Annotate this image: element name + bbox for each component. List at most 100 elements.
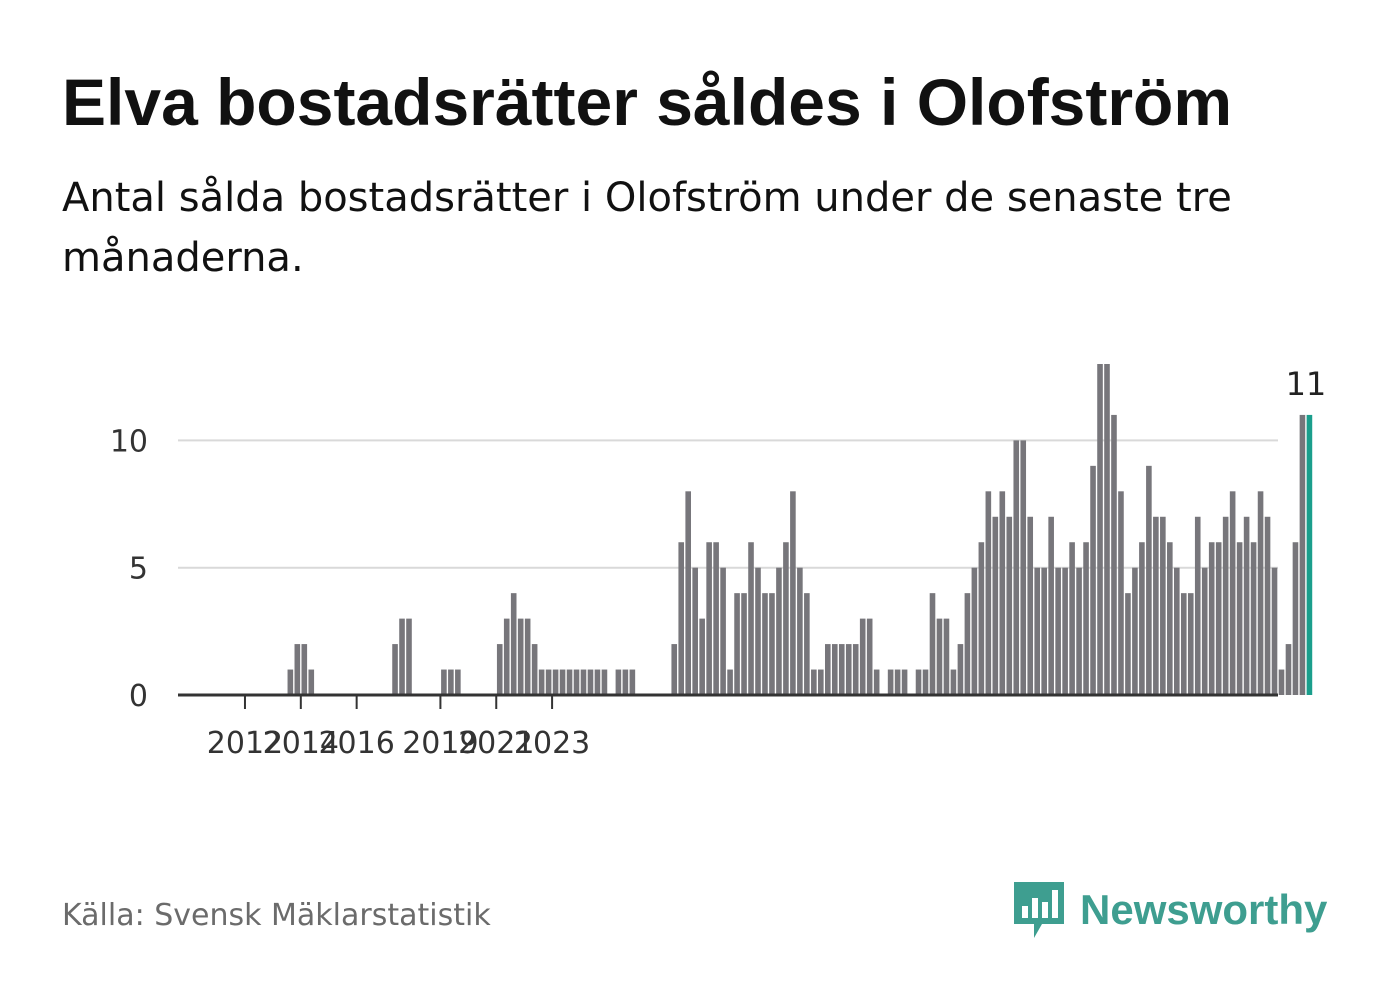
bar [1215,542,1222,695]
x-tick-label: 2023 [514,726,590,761]
bar [922,669,929,695]
bar [776,567,782,695]
bar [294,644,301,695]
bar [587,669,594,695]
bar [552,669,559,695]
bar [783,542,789,695]
bar [455,669,461,695]
bar [601,669,608,695]
bar [825,644,831,695]
y-tick-label: 0 [129,679,148,714]
bar [566,669,573,695]
bar [1146,465,1152,695]
bar [894,669,901,695]
bar [713,542,719,695]
bar [1055,567,1061,695]
bar [559,669,566,695]
bar [308,669,315,695]
bar [1264,516,1271,695]
bar [1034,567,1040,695]
bar [818,669,824,695]
bar [950,669,957,695]
bar [615,669,622,695]
bar [1104,364,1110,695]
newsworthy-logo: Newsworthy [1012,880,1327,940]
bar [1097,364,1103,695]
bar [943,618,950,695]
bar [887,669,894,695]
bar [1076,567,1082,695]
bar [496,644,503,695]
bar [727,669,733,695]
bar [517,618,524,695]
bar [1208,542,1215,695]
bar [699,618,705,695]
bar [838,644,845,695]
bar [594,669,601,695]
bar [1236,542,1243,695]
bar [510,593,517,695]
bar [1132,567,1138,695]
bar [1062,567,1068,695]
bar [1271,567,1278,695]
bar [873,669,880,695]
highlight-value-label: 11 [1286,365,1327,403]
bar [1111,414,1117,695]
bar [1180,593,1187,695]
bar [1257,491,1264,695]
bar [1013,440,1020,695]
bar [1139,542,1145,695]
bar [852,644,859,695]
bar [1069,542,1075,695]
bars [287,364,1313,695]
chart-title: Elva bostadsrätter såldes i Olofström [62,65,1233,139]
bar [748,542,754,695]
bar [755,567,761,695]
bar [1083,542,1089,695]
bar [692,567,698,695]
bar [1006,516,1013,695]
bar [762,593,768,695]
bar [287,669,294,695]
bar [985,491,992,695]
bar [1174,567,1180,695]
bar [1250,542,1257,695]
bar [573,669,580,695]
bar [1041,567,1047,695]
bar [957,644,964,695]
source-note: Källa: Svensk Mäklarstatistik [62,898,491,933]
bar [866,618,873,695]
bar [629,669,636,695]
chart-subtitle: Antal sålda bostadsrätter i Olofström un… [62,175,1232,281]
bar [971,567,978,695]
bar [790,491,796,695]
bar [1292,542,1299,695]
x-tick-label: 2016 [318,726,394,761]
bar [448,669,454,695]
bar [734,593,740,695]
bar [1167,542,1173,695]
x-tick-label: 2014 [263,726,339,761]
bar [804,593,810,695]
bar [399,618,405,695]
bar [936,618,943,695]
bar [441,669,447,695]
bar [978,542,985,695]
bar [580,669,587,695]
bar [671,644,678,695]
x-tick-label: 2012 [207,726,283,761]
bar [999,491,1006,695]
y-tick-label: 10 [110,424,148,459]
bar [706,542,712,695]
bar [1229,491,1236,695]
x-axis [178,693,1278,709]
bar [524,618,531,695]
bar [1222,516,1229,695]
bar [1090,465,1096,695]
bar [301,644,308,695]
bar [545,669,552,695]
bar [1187,593,1194,695]
bar [406,618,412,695]
